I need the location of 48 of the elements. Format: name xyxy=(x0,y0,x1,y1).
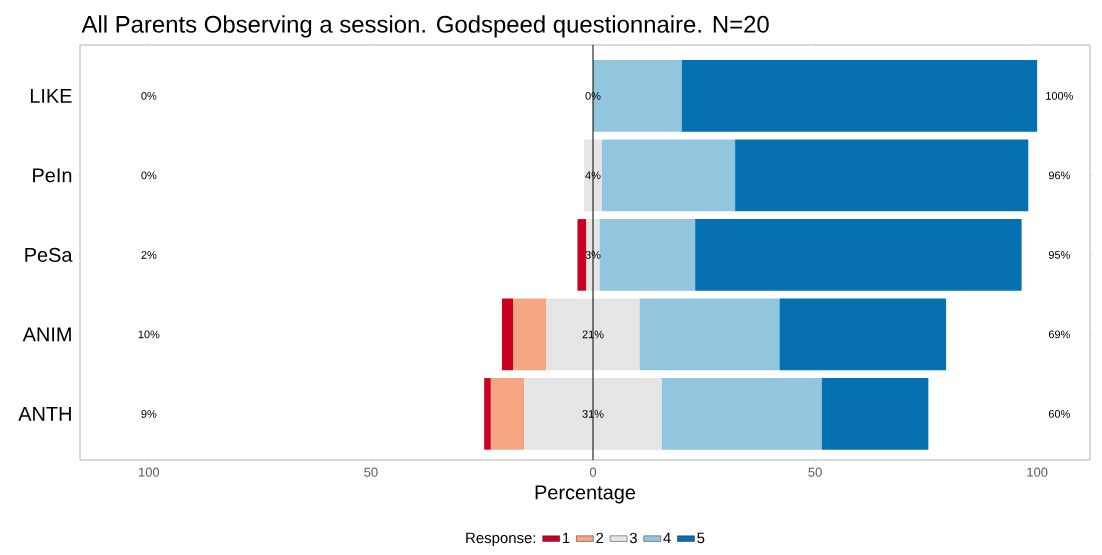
annotation: 69% xyxy=(1048,330,1070,339)
annotation: 0% xyxy=(585,92,601,100)
annotation: 0% xyxy=(141,92,157,100)
bar xyxy=(661,378,822,450)
y-tick-label: LIKE xyxy=(30,89,72,103)
annotation: 96% xyxy=(1048,171,1070,180)
annotation: 21% xyxy=(582,330,604,339)
bar xyxy=(821,378,929,450)
annotation: 60% xyxy=(1048,410,1070,418)
bar xyxy=(524,378,662,450)
annotation: 95% xyxy=(1048,251,1070,259)
bar xyxy=(695,219,1022,291)
annotation: 2% xyxy=(141,251,157,259)
bar xyxy=(577,219,587,291)
y-tick-label: PeIn xyxy=(33,168,72,183)
x-tick-label: 100 xyxy=(139,467,160,477)
bar xyxy=(546,298,640,371)
annotation: 9% xyxy=(141,410,157,418)
legend-label: 3 xyxy=(629,532,637,544)
annotation: 0% xyxy=(141,171,157,180)
y-tick-label: ANTH xyxy=(18,407,71,421)
bar xyxy=(501,298,514,371)
x-tick-label: 50 xyxy=(808,467,822,477)
bar xyxy=(735,139,1029,212)
x-tick-label: 100 xyxy=(1027,467,1048,477)
annotation: 10% xyxy=(138,330,160,339)
x-axis-title: Percentage xyxy=(535,485,636,504)
bar xyxy=(513,298,547,371)
bar xyxy=(490,378,525,450)
y-tick-label: ANIM xyxy=(22,327,71,342)
bar xyxy=(681,60,1038,132)
chart-title: All Parents Observing a session. Godspeed questionnaire. N=20 xyxy=(81,15,769,38)
annotation: 31% xyxy=(582,410,604,418)
legend-label: 1 xyxy=(563,532,570,544)
bar xyxy=(779,298,947,371)
x-tick-label: 0 xyxy=(589,467,597,477)
x-tick-label: 50 xyxy=(364,467,378,477)
legend-label: 5 xyxy=(697,532,705,544)
legend-label: 4 xyxy=(663,532,671,544)
legend-label: 2 xyxy=(596,532,604,544)
legend-title: Response: xyxy=(466,532,536,547)
y-tick-label: PeSa xyxy=(25,247,73,262)
bar xyxy=(639,298,780,371)
bar xyxy=(484,378,491,450)
bar xyxy=(599,219,696,291)
bar xyxy=(601,139,736,212)
annotation: 100% xyxy=(1046,92,1073,100)
annotation: 4% xyxy=(585,171,601,180)
